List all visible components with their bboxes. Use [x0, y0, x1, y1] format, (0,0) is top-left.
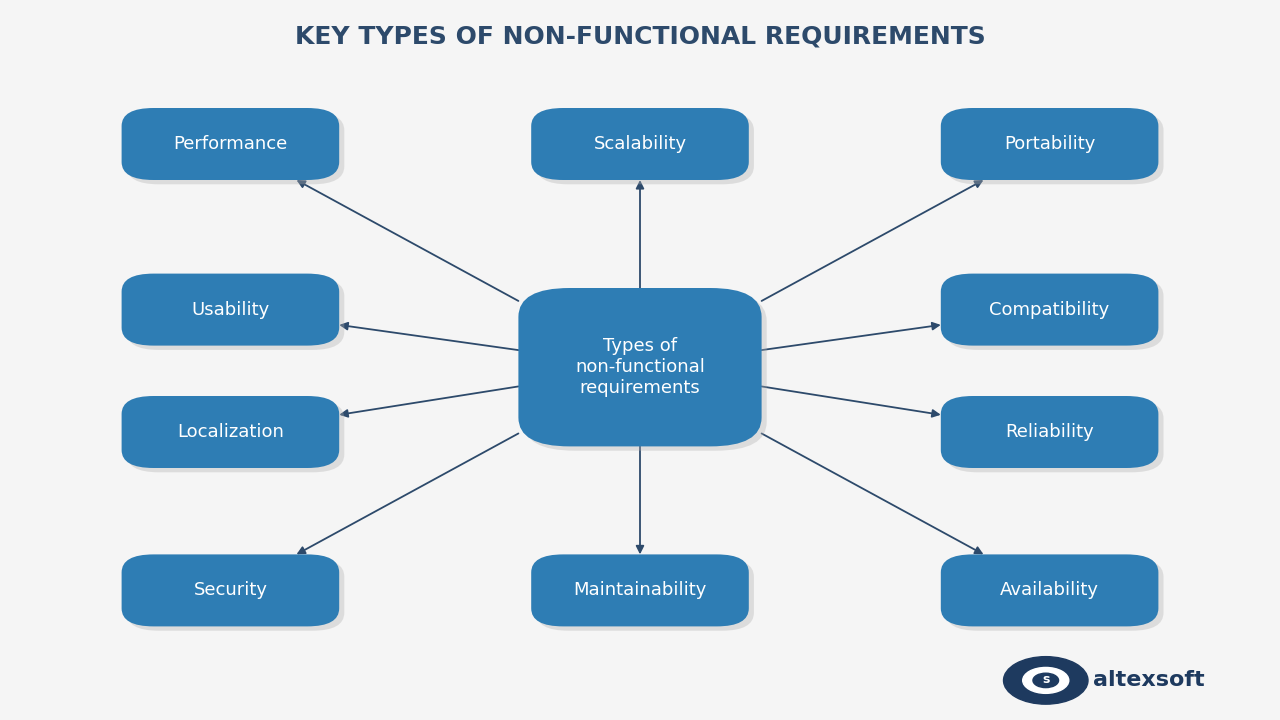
FancyBboxPatch shape: [531, 108, 749, 180]
Text: Portability: Portability: [1004, 135, 1096, 153]
FancyBboxPatch shape: [127, 559, 344, 631]
Text: Security: Security: [193, 582, 268, 599]
Text: altexsoft: altexsoft: [1093, 670, 1204, 690]
FancyBboxPatch shape: [941, 108, 1158, 180]
Circle shape: [1033, 673, 1059, 688]
Text: s: s: [1042, 673, 1050, 686]
Text: Types of
non-functional
requirements: Types of non-functional requirements: [575, 338, 705, 397]
Text: Usability: Usability: [191, 301, 270, 319]
Text: Reliability: Reliability: [1005, 423, 1094, 441]
FancyBboxPatch shape: [524, 292, 767, 451]
FancyBboxPatch shape: [941, 554, 1158, 626]
FancyBboxPatch shape: [536, 112, 754, 184]
FancyBboxPatch shape: [946, 112, 1164, 184]
FancyBboxPatch shape: [127, 278, 344, 350]
FancyBboxPatch shape: [536, 559, 754, 631]
FancyBboxPatch shape: [941, 274, 1158, 346]
FancyBboxPatch shape: [946, 400, 1164, 472]
Circle shape: [1004, 657, 1088, 704]
FancyBboxPatch shape: [941, 396, 1158, 468]
FancyBboxPatch shape: [122, 274, 339, 346]
FancyBboxPatch shape: [531, 554, 749, 626]
Text: Compatibility: Compatibility: [989, 301, 1110, 319]
FancyBboxPatch shape: [946, 278, 1164, 350]
FancyBboxPatch shape: [122, 108, 339, 180]
Text: Availability: Availability: [1000, 582, 1100, 599]
FancyBboxPatch shape: [127, 112, 344, 184]
Text: KEY TYPES OF NON-FUNCTIONAL REQUIREMENTS: KEY TYPES OF NON-FUNCTIONAL REQUIREMENTS: [294, 24, 986, 48]
Text: Scalability: Scalability: [594, 135, 686, 153]
Text: Maintainability: Maintainability: [573, 582, 707, 599]
FancyBboxPatch shape: [127, 400, 344, 472]
Text: Localization: Localization: [177, 423, 284, 441]
FancyBboxPatch shape: [518, 288, 762, 446]
FancyBboxPatch shape: [946, 559, 1164, 631]
Text: Performance: Performance: [173, 135, 288, 153]
Circle shape: [1023, 667, 1069, 693]
FancyBboxPatch shape: [122, 396, 339, 468]
FancyBboxPatch shape: [122, 554, 339, 626]
